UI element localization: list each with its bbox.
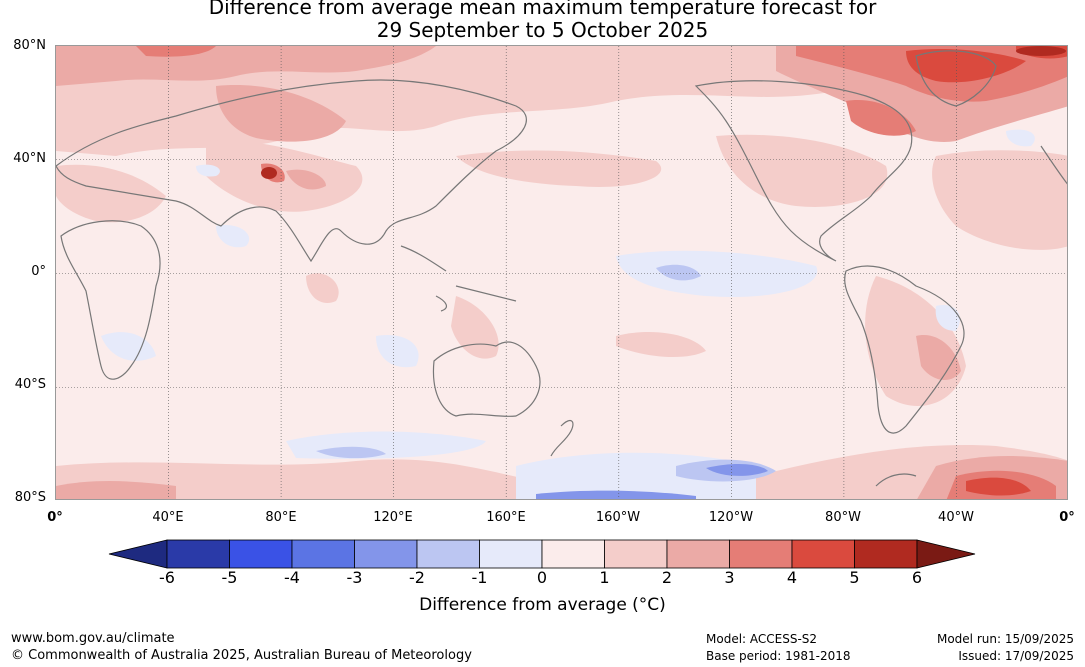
footer-issued: Issued: 17/09/2025: [958, 649, 1074, 663]
colorbar-tick-label: 1: [599, 568, 610, 587]
footer-model-run: Model run: 15/09/2025: [936, 632, 1074, 646]
anomaly-band-5-to-6: [261, 46, 1066, 179]
coastlines: [56, 50, 1067, 487]
anomaly-band-minus3-to-minus2: [536, 464, 768, 499]
colorbar-swatch: [854, 539, 918, 569]
lat-label-40n: 40°N: [13, 151, 46, 166]
colorbar-tick-label: -1: [471, 568, 488, 587]
colorbar-tick-label: 2: [661, 568, 673, 587]
anomaly-map-svg: [56, 46, 1067, 499]
lat-label-80s: 80°S: [14, 490, 46, 505]
colorbar-swatch: [166, 539, 230, 569]
footer-website[interactable]: www.bom.gov.au/climate: [11, 631, 175, 646]
lon-label-0-right: 0°: [1059, 510, 1075, 525]
map-title: Difference from average mean maximum tem…: [0, 0, 1085, 42]
colorbar-tick-label: 0: [536, 568, 548, 587]
gridlines: [56, 46, 1067, 499]
colorbar-swatch: [604, 539, 668, 569]
lon-label-80w: 80°W: [825, 510, 861, 525]
colorbar: [108, 539, 976, 569]
colorbar-swatch: [541, 539, 605, 569]
lat-label-80n: 80°N: [13, 38, 46, 53]
colorbar-label: Difference from average (°C): [419, 595, 666, 615]
colorbar-tick-label: -6: [159, 568, 175, 587]
footer-model: Model: ACCESS-S2: [706, 632, 818, 646]
colorbar-under-arrow: [108, 539, 168, 569]
colorbar-swatch: [354, 539, 418, 569]
colorbar-tick-label: -3: [346, 568, 363, 587]
colorbar-swatch: [666, 539, 730, 569]
colorbar-over-arrow: [916, 539, 976, 569]
colorbar-swatch: [291, 539, 355, 569]
colorbar-tick-label: -5: [221, 568, 238, 587]
colorbar-swatch: [416, 539, 480, 569]
anomaly-map: [55, 45, 1068, 500]
footer-copyright: © Commonwealth of Australia 2025, Austra…: [11, 648, 472, 663]
colorbar-swatch: [791, 539, 855, 569]
colorbar-tick-label: 3: [724, 568, 735, 587]
colorbar-swatch: [729, 539, 793, 569]
colorbar-tick-label: 6: [911, 568, 923, 587]
colorbar-swatch: [479, 539, 543, 569]
lon-label-120w: 120°W: [708, 510, 754, 525]
lon-label-160w: 160°W: [595, 510, 641, 525]
lat-label-equator: 0°: [31, 264, 46, 279]
colorbar-tick-label: 5: [849, 568, 860, 587]
colorbar-swatches: [108, 539, 976, 569]
title-line-1: Difference from average mean maximum tem…: [208, 0, 877, 19]
lon-label-0-left: 0°: [47, 510, 63, 525]
colorbar-swatch: [229, 539, 293, 569]
footer-base-period: Base period: 1981-2018: [706, 649, 851, 663]
lon-label-80e: 80°E: [265, 510, 297, 525]
colorbar-tick-label: -4: [284, 568, 300, 587]
colorbar-tick-label: 4: [786, 568, 798, 587]
lon-label-40e: 40°E: [152, 510, 184, 525]
title-line-2: 29 September to 5 October 2025: [376, 18, 709, 42]
lon-label-40w: 40°W: [938, 510, 974, 525]
anomaly-band-minus1-to-0: [101, 129, 1035, 499]
lon-label-160e: 160°E: [486, 510, 526, 525]
lat-label-40s: 40°S: [14, 377, 46, 392]
colorbar-tick-label: -2: [409, 568, 425, 587]
lon-label-120e: 120°E: [373, 510, 413, 525]
